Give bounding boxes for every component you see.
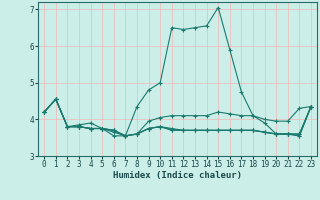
X-axis label: Humidex (Indice chaleur): Humidex (Indice chaleur)	[113, 171, 242, 180]
